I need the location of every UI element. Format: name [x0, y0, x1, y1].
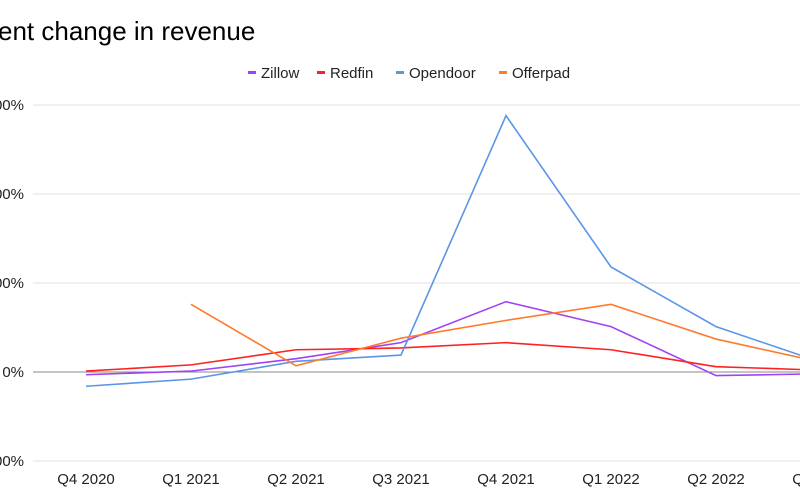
- series-line-zillow: [85, 300, 800, 377]
- legend-swatch: [317, 71, 325, 74]
- y-tick-label: 1500%: [0, 97, 24, 114]
- legend-label: Redfin: [330, 65, 373, 82]
- x-tick-label: Q3 2021: [372, 471, 430, 488]
- legend-label: Zillow: [261, 65, 300, 82]
- legend-swatch: [499, 71, 507, 74]
- y-tick-label: 500%: [0, 275, 24, 292]
- x-tick-label: Q3 2022: [792, 471, 800, 488]
- legend-label: Opendoor: [409, 65, 476, 82]
- x-tick-label: Q1 2022: [582, 471, 640, 488]
- y-tick-label: 1000%: [0, 186, 24, 203]
- series-line-opendoor: [85, 114, 800, 388]
- x-tick-label: Q4 2021: [477, 471, 535, 488]
- legend-label: Offerpad: [512, 65, 570, 82]
- chart-title: ent change in revenue: [0, 16, 255, 46]
- legend-item-redfin[interactable]: Redfin: [317, 65, 373, 82]
- series-line-redfin: [85, 341, 800, 372]
- legend-swatch: [396, 71, 404, 74]
- x-tick-label: Q1 2021: [162, 471, 220, 488]
- legend-item-opendoor[interactable]: Opendoor: [396, 65, 476, 82]
- y-tick-label: 0%: [2, 364, 24, 381]
- y-tick-label: -500%: [0, 453, 24, 470]
- x-tick-label: Q2 2022: [687, 471, 745, 488]
- legend-item-offerpad[interactable]: Offerpad: [499, 65, 570, 82]
- x-tick-label: Q4 2020: [57, 471, 115, 488]
- series-line-offerpad: [190, 303, 800, 367]
- x-tick-label: Q2 2021: [267, 471, 325, 488]
- legend-item-zillow[interactable]: Zillow: [248, 65, 300, 82]
- legend-swatch: [248, 71, 256, 74]
